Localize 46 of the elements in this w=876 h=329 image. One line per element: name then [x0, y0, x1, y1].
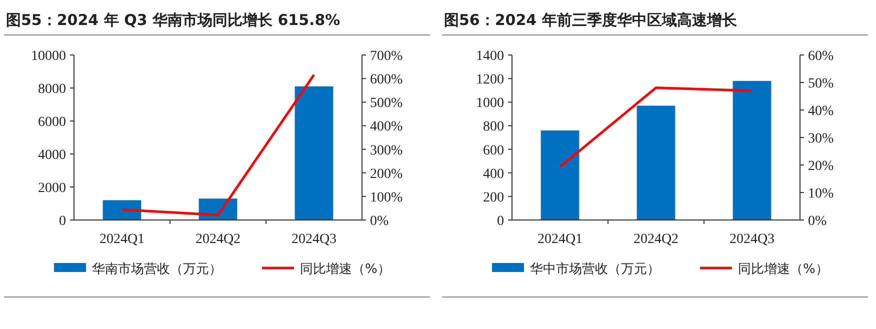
y-tick-label: 2000: [38, 181, 66, 196]
y2-tick-label: 200%: [370, 166, 403, 182]
y-tick-label: 800: [483, 120, 504, 135]
x-tick-label: 2024Q2: [633, 232, 679, 247]
bar: [636, 106, 676, 220]
y2-tick-label: 600%: [370, 72, 403, 88]
y2-tick-label: 100%: [370, 190, 403, 206]
x-tick-label: 2024Q3: [729, 232, 775, 247]
y2-tick-label: 700%: [370, 49, 403, 64]
chart-title: 图55：2024 年 Q3 华南市场同比增长 615.8%: [6, 11, 340, 29]
y-tick-label: 6000: [38, 115, 66, 130]
y-tick-label: 1000: [476, 96, 504, 112]
y-tick-label: 600: [483, 143, 504, 158]
y-tick-label: 4000: [38, 148, 66, 163]
legend-label: 华中市场营收（万元）: [530, 262, 660, 277]
bar: [102, 200, 142, 220]
y-tick-label: 1200: [476, 72, 504, 88]
y2-tick-label: 300%: [370, 143, 403, 158]
bar: [294, 86, 334, 220]
legend-label: 华南市场营收（万元）: [92, 262, 222, 277]
chart-title: 图56：2024 年前三季度华中区域高速增长: [444, 11, 738, 29]
y-tick-label: 10000: [31, 49, 66, 64]
y2-tick-label: 60%: [808, 49, 834, 64]
y-tick-label: 200: [483, 190, 504, 206]
y2-tick-label: 30%: [808, 132, 834, 146]
y-tick-label: 0: [59, 214, 66, 229]
y-tick-label: 1400: [476, 49, 504, 64]
y2-tick-label: 50%: [808, 76, 834, 92]
y-tick-label: 400: [483, 166, 504, 182]
x-tick-label: 2024Q1: [537, 232, 583, 247]
y2-tick-label: 40%: [808, 104, 834, 119]
x-tick-label: 2024Q2: [195, 232, 241, 247]
y2-tick-label: 0%: [370, 214, 389, 229]
bar: [732, 80, 772, 220]
y2-tick-label: 10%: [808, 186, 834, 202]
y2-tick-label: 20%: [808, 159, 834, 174]
y-tick-label: 8000: [38, 82, 66, 97]
x-tick-label: 2024Q3: [291, 232, 337, 247]
bar: [540, 130, 580, 220]
legend-label: 同比增速（%）: [738, 262, 828, 277]
y2-tick-label: 400%: [370, 120, 403, 135]
y2-tick-label: 0%: [808, 214, 827, 229]
y-tick-label: 0: [497, 214, 504, 229]
y2-tick-label: 500%: [370, 96, 403, 112]
legend-label: 同比增速（%）: [300, 262, 390, 277]
x-tick-label: 2024Q1: [99, 232, 145, 247]
